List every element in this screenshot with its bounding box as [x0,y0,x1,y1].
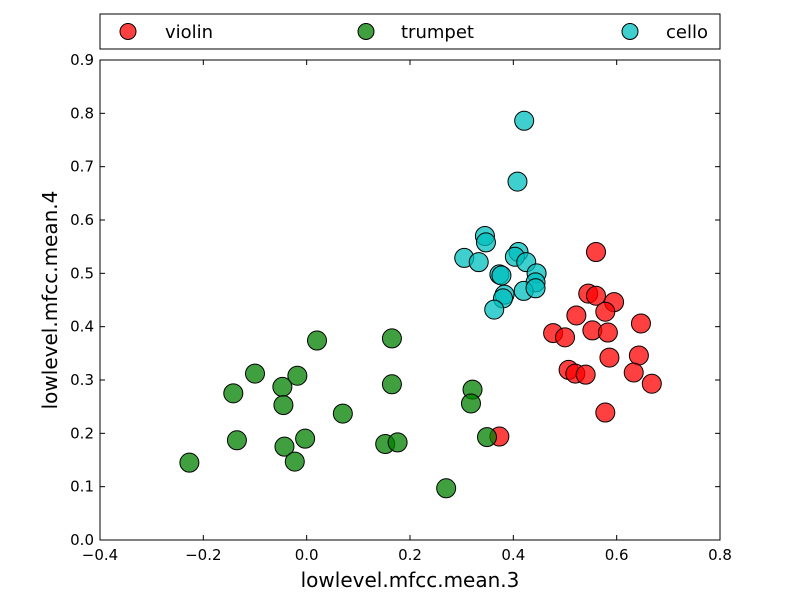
legend-marker-violin [119,23,137,40]
x-tick-label: 0.6 [605,546,629,564]
legend-marker-cello [621,23,639,40]
data-point-trumpet [223,383,244,404]
data-point-violin [623,362,644,383]
data-point-trumpet [272,376,293,397]
data-point-cello [491,265,512,286]
data-point-cello [507,171,528,192]
data-point-trumpet [274,436,295,457]
data-point-cello [514,110,535,131]
legend-label-violin: violin [165,22,213,43]
data-point-trumpet [307,330,327,351]
data-point-trumpet [273,395,294,416]
y-axis-label: lowlevel.mfcc.mean.4 [38,191,62,410]
data-point-trumpet [381,328,402,349]
data-point-trumpet [287,365,308,386]
y-tick-label: 0.2 [70,424,94,442]
data-point-cello [475,232,496,253]
x-tick-label: 0.4 [501,546,525,564]
data-point-violin [586,285,606,306]
x-axis-label: lowlevel.mfcc.mean.3 [301,568,520,592]
data-points [179,110,662,499]
y-tick-label: 0.0 [70,531,94,549]
legend-label-trumpet: trumpet [401,22,474,43]
data-point-violin [595,301,616,322]
y-tick-label: 0.8 [70,104,94,122]
data-point-violin [555,327,575,348]
data-point-trumpet [332,403,353,424]
data-point-violin [597,322,618,343]
x-tick-label: −0.2 [185,546,221,564]
data-point-trumpet [179,452,200,473]
data-point-trumpet [387,432,408,453]
data-point-trumpet [245,363,265,384]
data-point-trumpet [436,478,457,499]
y-tick-label: 0.4 [70,318,94,336]
y-tick-label: 0.1 [70,478,94,496]
y-tick-label: 0.9 [70,51,94,69]
data-point-trumpet [226,430,247,451]
data-point-violin [630,313,651,334]
legend-marker-trumpet [357,23,375,40]
x-tick-label: −0.4 [82,546,118,564]
y-tick-label: 0.5 [70,264,94,282]
data-point-trumpet [460,393,481,414]
axis-ticks: −0.4 −0.2 0.0 0.2 0.4 0.6 0.8 0.0 0.1 0.2 0.3 0.4 0.… [70,51,732,564]
data-point-violin [575,364,596,385]
data-point-trumpet [381,374,402,395]
data-point-violin [599,347,620,368]
data-point-trumpet [295,428,316,449]
data-point-violin [628,345,649,366]
legend-box [99,13,721,50]
y-tick-label: 0.6 [70,211,94,229]
data-point-violin [586,242,606,262]
data-point-trumpet [284,451,305,472]
y-tick-label: 0.3 [70,371,94,389]
data-point-cello [468,252,489,273]
x-tick-label: 0.2 [398,546,422,564]
data-point-violin [641,373,662,394]
data-point-trumpet [476,427,497,448]
data-point-cello [484,299,505,320]
x-tick-label: 0.8 [708,546,732,564]
legend: violin trumpet cello [99,13,721,50]
data-point-cello [525,278,546,299]
data-point-violin [566,305,587,326]
data-point-violin [595,402,616,423]
x-tick-label: 0.0 [295,546,319,564]
y-tick-label: 0.7 [70,158,94,176]
legend-label-cello: cello [666,22,708,43]
